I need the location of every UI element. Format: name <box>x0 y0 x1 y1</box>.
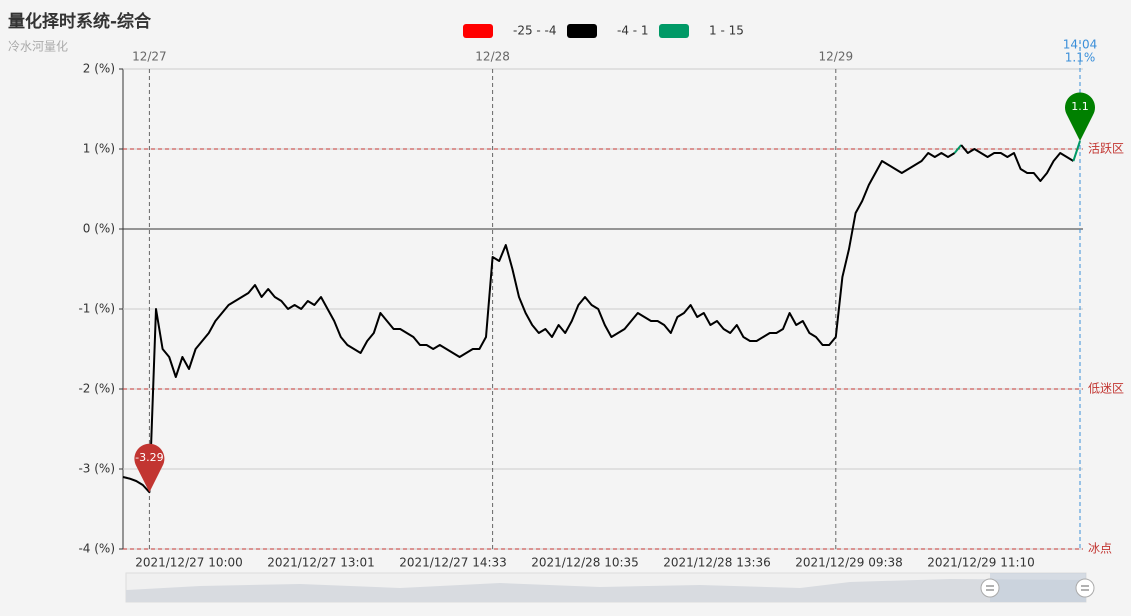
top-tick-label: 14:04 <box>1063 38 1098 52</box>
zoom-handle[interactable] <box>1075 578 1095 598</box>
zoom-shadow <box>126 579 1086 602</box>
line-series <box>122 152 956 494</box>
data-zoom[interactable] <box>125 572 1095 603</box>
mark-pin <box>134 443 165 493</box>
x-tick-label: 2021/12/28 13:36 <box>663 556 771 570</box>
legend-label[interactable]: -4 - 1 <box>617 24 649 38</box>
mark-line-label: 冰点 <box>1088 542 1112 556</box>
y-tick-label: -2 (%) <box>78 382 115 396</box>
chart-subtitle: 冷水河量化 <box>8 40 68 54</box>
mark-line-label: 活跃区 <box>1088 142 1124 156</box>
mark-pin-label: -3.29 <box>135 451 163 464</box>
y-tick-label: -1 (%) <box>78 302 115 316</box>
legend-label[interactable]: -25 - -4 <box>513 24 557 38</box>
mark-pin-label: 1.1 <box>1071 100 1089 113</box>
y-tick-label: -4 (%) <box>78 542 115 556</box>
mark-line-label: 低迷区 <box>1088 382 1124 396</box>
legend-swatch[interactable] <box>567 24 597 38</box>
zoom-handle-grip <box>986 585 1089 591</box>
x-tick-label: 2021/12/28 10:35 <box>531 556 639 570</box>
line-series <box>960 144 1074 182</box>
x-tick-label: 2021/12/27 10:00 <box>135 556 243 570</box>
y-tick-label: -3 (%) <box>78 462 115 476</box>
top-tick-label: 12/27 <box>132 50 167 64</box>
x-tick-label: 2021/12/29 09:38 <box>795 556 903 570</box>
line-series <box>953 144 962 154</box>
y-tick-label: 0 (%) <box>83 222 115 236</box>
legend-label[interactable]: 1 - 15 <box>709 24 744 38</box>
line-series <box>1072 140 1081 162</box>
x-tick-label: 2021/12/27 13:01 <box>267 556 375 570</box>
cursor-value-label: 1.1% <box>1065 51 1096 65</box>
top-tick-label: 12/29 <box>819 50 854 64</box>
x-tick-label: 2021/12/29 11:10 <box>927 556 1035 570</box>
mark-pin <box>1065 92 1095 141</box>
legend-swatch[interactable] <box>463 24 493 38</box>
y-tick-label: 2 (%) <box>83 62 115 76</box>
legend-swatch[interactable] <box>659 24 689 38</box>
zoom-window[interactable] <box>990 573 1086 602</box>
chart-title: 量化择时系统-综合 <box>8 11 152 32</box>
zoom-handle[interactable] <box>980 578 1000 598</box>
top-tick-label: 12/28 <box>475 50 510 64</box>
x-tick-label: 2021/12/27 14:33 <box>399 556 507 570</box>
y-tick-label: 1 (%) <box>83 142 115 156</box>
